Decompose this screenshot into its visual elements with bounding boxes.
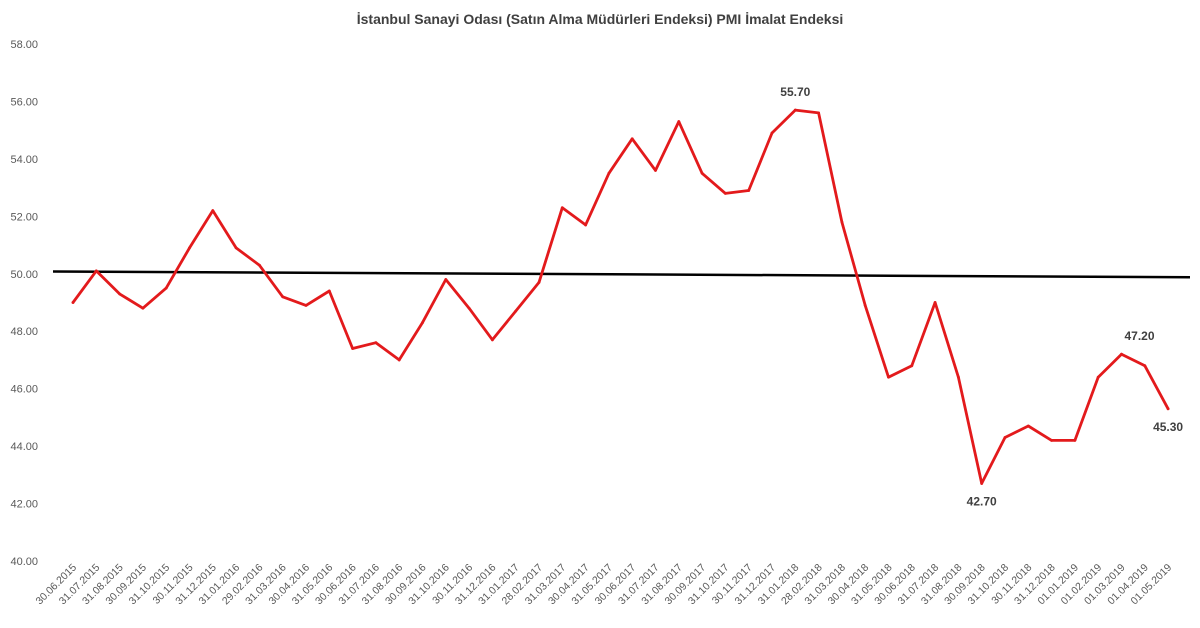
data-point [840, 220, 844, 224]
x-axis: 30.06.201531.07.201531.08.201530.09.2015… [33, 562, 1174, 608]
data-point [933, 301, 937, 304]
data-point [234, 246, 238, 250]
data-point [397, 358, 401, 362]
data-point [211, 209, 215, 212]
data-point [700, 171, 704, 175]
data-point [1003, 436, 1007, 439]
data-point [677, 120, 681, 123]
data-point [164, 286, 168, 290]
data-point [304, 303, 308, 307]
y-tick-label: 44.00 [10, 441, 38, 453]
data-point [1050, 438, 1053, 442]
data-point [724, 191, 727, 195]
y-tick-label: 48.00 [10, 326, 38, 338]
data-point [560, 206, 564, 210]
y-tick-label: 50.00 [10, 269, 38, 281]
data-point [537, 280, 541, 284]
data-point [817, 111, 820, 115]
data-point [258, 263, 261, 267]
data-point [94, 269, 98, 273]
data-point [351, 347, 354, 350]
data-point [793, 108, 797, 112]
data-point [118, 292, 121, 296]
data-point [421, 321, 424, 325]
data-point [654, 168, 657, 172]
data-point [1143, 364, 1147, 368]
data-point [467, 306, 471, 310]
y-tick-label: 56.00 [10, 96, 38, 108]
plot-area [52, 108, 1191, 485]
y-axis: 40.00 42.00 44.00 46.00 48.00 50.00 52.00 54.00… [10, 39, 38, 568]
data-point [607, 171, 611, 175]
series-line [71, 108, 1170, 485]
data-point [630, 137, 634, 141]
data-point [281, 295, 285, 299]
chart-title: İstanbul Sanayi Odası (Satın Alma Müdürl… [357, 11, 844, 27]
data-point [957, 375, 960, 379]
data-point [910, 364, 914, 368]
data-point [327, 289, 331, 293]
data-label: 42.70 [967, 494, 997, 508]
reference-line [52, 270, 1191, 279]
data-point [863, 303, 867, 307]
data-point [770, 131, 774, 135]
y-tick-label: 46.00 [10, 384, 38, 396]
data-point [747, 189, 751, 192]
data-point [188, 246, 191, 250]
data-point [887, 375, 890, 379]
data-point [1026, 424, 1030, 428]
data-point [1166, 407, 1170, 411]
data-label: 47.20 [1124, 329, 1154, 343]
y-tick-label: 58.00 [10, 39, 38, 51]
data-point [71, 301, 75, 304]
data-labels: 55.70 42.70 47.20 45.30 [780, 85, 1183, 508]
data-point [491, 338, 494, 342]
y-tick-label: 40.00 [10, 556, 38, 568]
data-point [1096, 375, 1100, 379]
data-label: 55.70 [780, 85, 810, 99]
data-point [980, 482, 984, 485]
y-tick-label: 42.00 [10, 499, 38, 511]
y-tick-label: 54.00 [10, 154, 38, 166]
data-point [141, 306, 145, 310]
data-point [584, 223, 587, 227]
data-point [514, 309, 518, 313]
y-tick-label: 52.00 [10, 211, 38, 223]
data-label: 45.30 [1153, 420, 1183, 434]
data-point [1120, 352, 1123, 356]
data-point [1073, 438, 1077, 442]
data-point [444, 278, 448, 281]
data-point [374, 341, 378, 345]
